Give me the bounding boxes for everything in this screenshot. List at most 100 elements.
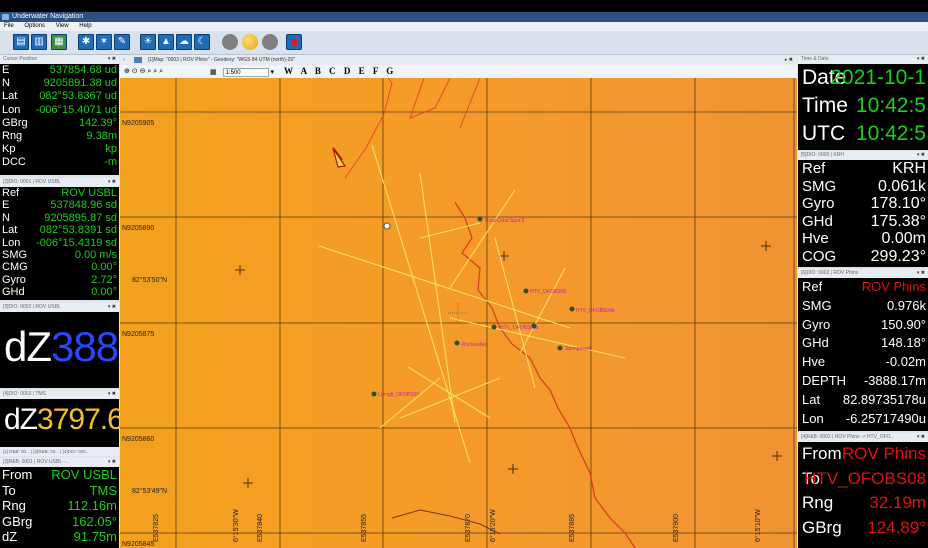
close-icon[interactable]: ▾ ✖ <box>107 304 116 310</box>
document-icon[interactable]: ▤ <box>13 34 29 50</box>
record-icon[interactable] <box>286 34 302 50</box>
close-icon[interactable]: ▾ ✖ <box>107 179 116 185</box>
layer-letters[interactable]: W A B C D E F G <box>284 66 397 76</box>
row-value: 162.05° <box>72 513 117 529</box>
row-value: 2021-10-1 <box>830 66 926 89</box>
row-label: GHd <box>2 286 25 299</box>
grid-crosshair <box>508 464 518 474</box>
row-label: Hve <box>802 354 826 370</box>
chevron-left-icon[interactable]: ‹ <box>123 57 125 63</box>
northing-label: N9205875 <box>122 331 154 338</box>
data-row: Kp kp <box>0 143 119 156</box>
row-label: COG <box>802 247 837 265</box>
dz-panel-2: [4]DIO: 0003 | TMS ▾ ✖ dZ3797.61m [1] R&B… <box>0 390 163 456</box>
row-label: To <box>2 482 16 498</box>
data-row: To TMS <box>0 483 119 499</box>
survey-line <box>379 377 441 429</box>
row-value: -3888.17m <box>863 372 926 388</box>
target-marker <box>569 306 575 312</box>
data-row: Lat 82.89735178u <box>798 391 928 410</box>
map-toolbar: ⊕ ⊙ ⊖ ⌕ ⌕ ⌕ ▦ 1:500 ▾ W A B C D E F G <box>120 65 797 78</box>
data-row: Rng 9.38m <box>0 130 119 143</box>
row-value: 082°53.8367 ud <box>39 90 117 103</box>
row-value: 9.38m <box>86 129 117 142</box>
close-icon[interactable]: ▾ ✖ <box>916 270 925 276</box>
latitude-label: 82°53'49"N <box>132 487 167 495</box>
target-marker <box>523 288 529 294</box>
row-value: HTV_OFOBS08 <box>804 468 926 488</box>
row-value: 178.10° <box>870 195 926 213</box>
row-value: 0.00m <box>881 230 926 248</box>
grey-circle-icon[interactable] <box>262 34 278 50</box>
yellow-light-icon[interactable] <box>242 34 258 50</box>
data-row: dZ 91.75m <box>0 529 119 545</box>
phins-panel: [6]DIO: 0002 | ROV Phins ▾ ✖ Ref ROV Phins… <box>798 269 928 431</box>
vehicle-track <box>409 78 451 119</box>
row-value: 142.39° <box>78 116 117 129</box>
row-label: Rng <box>2 498 26 514</box>
sun-icon[interactable]: ☀ <box>140 34 156 50</box>
window-title: Underwater Navigation <box>12 13 84 20</box>
krh-panel: [5]DIO: 0000 | KRH ▾ ✖ Ref KRH SMG 0.061k Gyr… <box>798 151 928 267</box>
menu-view[interactable]: View <box>55 23 69 29</box>
zoom-icon[interactable]: ⊕ ⊙ ⊖ ⌕ ⌕ ⌕ <box>124 68 164 75</box>
close-icon[interactable]: ▸ ✖ <box>784 57 793 63</box>
row-label: From <box>802 444 842 463</box>
data-row: Lat 082°53.8367 ud <box>0 90 119 103</box>
grid-icon[interactable]: ▦ <box>210 69 217 76</box>
data-row: SMG 0.976k <box>798 297 928 316</box>
map-tab[interactable]: ‹ [1]Map: "0003 | ROV Phins" - Geodesy: … <box>120 55 797 65</box>
close-icon[interactable]: ▾ ✖ <box>107 459 116 465</box>
close-icon[interactable]: ▾ ✖ <box>107 56 116 62</box>
panel-header: [2]DIO: 0001 | ROV USBL ▾ ✖ <box>0 178 119 187</box>
panel-tabs[interactable]: [1] R&B: 00... | [2]R&B: 00... | [4]DIO:… <box>0 447 119 456</box>
panel-layout-icon[interactable]: ▥ <box>31 34 47 50</box>
map-canvas[interactable]: N9205905 N9205890 N9205875 N9205860 N9205845… <box>120 78 797 548</box>
close-icon[interactable]: ▾ ✖ <box>916 56 925 62</box>
dz-readout: dZ3889.35m <box>0 322 231 372</box>
survey-line <box>449 189 516 289</box>
row-label: GHd <box>802 212 833 230</box>
row-label: Lat <box>802 391 821 407</box>
app-icon <box>2 14 9 20</box>
chevron-down-icon[interactable]: ▾ <box>270 69 275 76</box>
target-label: Rockwaller <box>462 342 487 348</box>
menu-options[interactable]: Options <box>24 23 46 29</box>
ship-icon[interactable]: ▲ <box>158 34 174 50</box>
scale-select[interactable]: 1:500 <box>222 67 269 77</box>
row-value: 0.00° <box>91 286 117 299</box>
menu-help[interactable]: Help <box>79 23 92 29</box>
row-value: 10:42:5 <box>855 94 926 117</box>
wrench-icon[interactable]: ✎ <box>114 34 130 50</box>
data-row: GHd 0.00° <box>0 286 119 298</box>
data-row: N 9205895.87 sd <box>0 212 119 224</box>
close-icon[interactable]: ▾ ✖ <box>916 152 925 158</box>
row-value: ROV USBL <box>51 467 117 482</box>
row-label: Hve <box>802 230 829 248</box>
cloud-icon[interactable]: ☁ <box>176 34 192 50</box>
panel-header: [4]DIO: 0003 | TMS ▾ ✖ <box>0 390 119 399</box>
title-bar: Underwater Navigation <box>0 12 928 22</box>
data-row: From ROV Phins <box>798 442 928 467</box>
northing-label: N9205905 <box>122 120 154 127</box>
settings-icon[interactable]: ✶ <box>96 34 112 50</box>
moon-icon[interactable]: ☾ <box>194 34 210 50</box>
row-label: SMG <box>2 248 28 261</box>
data-row: Ref KRH <box>798 160 928 178</box>
tools-icon[interactable]: ✱ <box>78 34 94 50</box>
close-icon[interactable]: ▾ ✖ <box>107 391 116 397</box>
chart-icon[interactable]: ▦ <box>51 34 67 50</box>
close-icon[interactable]: ▾ ✖ <box>916 434 925 440</box>
data-row: Ref ROV Phins <box>798 278 928 297</box>
row-label: Gyro <box>802 316 831 332</box>
grid-crosshair <box>772 451 782 461</box>
survey-line <box>449 317 626 359</box>
row-value: kp <box>105 143 117 156</box>
grey-light-icon[interactable] <box>222 34 238 50</box>
survey-line <box>419 222 481 239</box>
menu-file[interactable]: File <box>4 23 14 29</box>
row-value: -006°15.4071 ud <box>35 103 117 116</box>
range-bearing-panel-right: [4]R&B: 0002 | ROV Phins -> HTV_OFO... ▾ … <box>798 433 928 548</box>
row-label: SMG <box>802 177 837 195</box>
menu-bar: File Options View Help <box>0 22 928 31</box>
